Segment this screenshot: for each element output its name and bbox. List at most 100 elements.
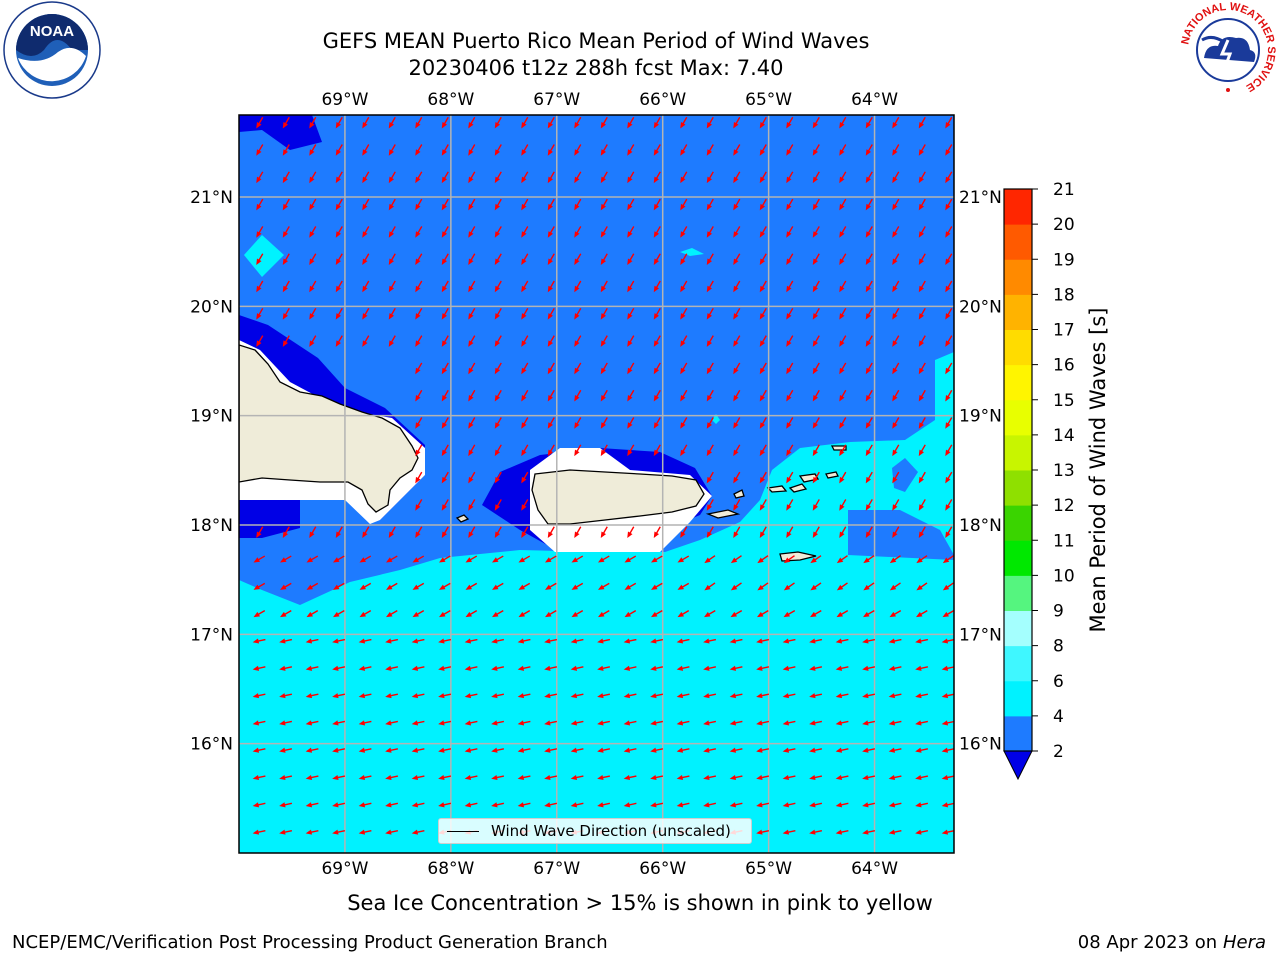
wave-direction-arrow — [359, 610, 372, 618]
wave-direction-arrow — [677, 555, 690, 563]
colorbar-segment — [1004, 399, 1032, 436]
wave-direction-arrow — [627, 253, 635, 265]
wave-direction-arrow — [786, 389, 794, 402]
wave-direction-arrow — [547, 526, 555, 538]
island-virgin-gorda — [825, 471, 839, 479]
wave-direction-arrow — [494, 253, 502, 265]
wave-direction-arrow — [650, 747, 664, 753]
wave-direction-arrow — [574, 144, 582, 156]
wave-direction-arrow — [892, 226, 900, 238]
wave-direction-arrow — [547, 144, 555, 156]
wave-direction-arrow — [388, 144, 396, 156]
wave-direction-arrow — [415, 499, 423, 511]
wave-direction-arrow — [650, 665, 664, 671]
wave-direction-arrow — [677, 582, 690, 590]
wave-direction-arrow — [309, 116, 317, 129]
wave-direction-arrow — [521, 526, 529, 538]
colorbar-tick-label: 9 — [1053, 602, 1064, 622]
wave-direction-arrow — [651, 610, 663, 618]
wave-direction-arrow — [627, 417, 635, 429]
wave-direction-arrow — [653, 389, 661, 402]
wave-direction-arrow — [279, 747, 293, 753]
wave-direction-arrow — [650, 774, 664, 781]
wave-direction-arrow — [945, 526, 953, 538]
wave-direction-arrow — [492, 582, 504, 590]
wave-direction-arrow — [282, 280, 290, 293]
lon-tick-label: 69°W — [321, 859, 368, 879]
wave-direction-arrow — [706, 335, 714, 347]
wave-direction-arrow — [839, 335, 847, 347]
sea-field-4-6 — [239, 352, 954, 853]
wave-direction-arrow — [388, 226, 396, 238]
wave-direction-arrow — [730, 582, 742, 591]
wave-direction-arrow — [835, 693, 849, 699]
wave-direction-arrow — [942, 555, 954, 564]
wave-direction-arrow — [388, 253, 396, 265]
wave-direction-arrow — [544, 747, 558, 753]
wave-direction-arrow — [385, 747, 399, 753]
wave-direction-arrow — [468, 280, 476, 293]
wave-direction-arrow — [279, 802, 293, 808]
wave-direction-arrow — [706, 389, 714, 402]
wave-direction-arrow — [385, 774, 399, 781]
wave-direction-arrow — [518, 582, 531, 590]
wave-direction-arrow — [786, 116, 794, 129]
wave-direction-arrow — [677, 610, 690, 618]
wave-direction-arrow — [782, 829, 796, 835]
wave-direction-arrow — [915, 693, 929, 699]
lon-tick-label: 66°W — [639, 90, 686, 110]
wave-direction-arrow — [782, 665, 796, 671]
wave-direction-arrow — [598, 582, 610, 590]
wave-direction-arrow — [862, 774, 876, 781]
wave-direction-arrow — [468, 471, 476, 484]
wave-direction-arrow — [865, 116, 873, 129]
wave-direction-arrow — [945, 144, 953, 156]
wave-direction-arrow — [653, 335, 661, 347]
wave-direction-arrow — [282, 198, 290, 211]
wave-direction-arrow — [464, 693, 478, 699]
wave-direction-arrow — [812, 526, 820, 538]
svg-text:NOAA: NOAA — [30, 23, 74, 40]
wave-direction-arrow — [759, 499, 767, 511]
wave-direction-arrow — [623, 720, 637, 726]
wave-direction-arrow — [252, 802, 266, 808]
wave-direction-arrow — [385, 829, 399, 835]
wave-direction-arrow — [756, 829, 770, 835]
wave-direction-arrow — [729, 693, 743, 699]
wave-direction-arrow — [624, 555, 637, 563]
wave-direction-arrow — [253, 555, 266, 563]
wave-direction-arrow — [600, 198, 608, 211]
wave-direction-arrow — [706, 307, 714, 320]
colorbar-segment — [1004, 645, 1032, 682]
wave-direction-arrow — [865, 444, 873, 457]
lat-tick-label: 16°N — [190, 735, 233, 755]
wave-direction-arrow — [441, 171, 449, 184]
wave-direction-arrow — [706, 499, 714, 511]
wave-direction-arrow — [627, 171, 635, 184]
lat-tick-label: 19°N — [190, 407, 233, 427]
wave-direction-arrow — [786, 471, 794, 484]
wave-direction-arrow — [915, 747, 929, 753]
wave-direction-arrow — [494, 417, 502, 429]
wave-direction-arrow — [892, 171, 900, 184]
wave-direction-arrow — [597, 774, 611, 781]
wave-direction-arrow — [945, 226, 953, 238]
wave-direction-arrow — [362, 144, 370, 156]
wave-direction-arrow — [574, 307, 582, 320]
wave-direction-arrow — [653, 526, 661, 538]
wave-direction-arrow — [627, 362, 635, 375]
wave-direction-arrow — [733, 198, 741, 211]
colorbar-tick-label: 16 — [1053, 356, 1075, 376]
wave-direction-arrow — [438, 747, 452, 753]
wave-direction-arrow — [892, 417, 900, 429]
wave-direction-arrow — [362, 171, 370, 184]
wave-direction-arrow — [256, 307, 264, 320]
wave-direction-arrow — [280, 582, 292, 590]
wave-direction-arrow — [468, 499, 476, 511]
wave-direction-arrow — [786, 144, 794, 156]
wave-direction-arrow — [862, 802, 876, 808]
wave-direction-arrow — [335, 144, 343, 156]
wave-direction-arrow — [706, 116, 714, 129]
wave-direction-arrow — [916, 582, 928, 591]
wave-direction-arrow — [468, 389, 476, 402]
